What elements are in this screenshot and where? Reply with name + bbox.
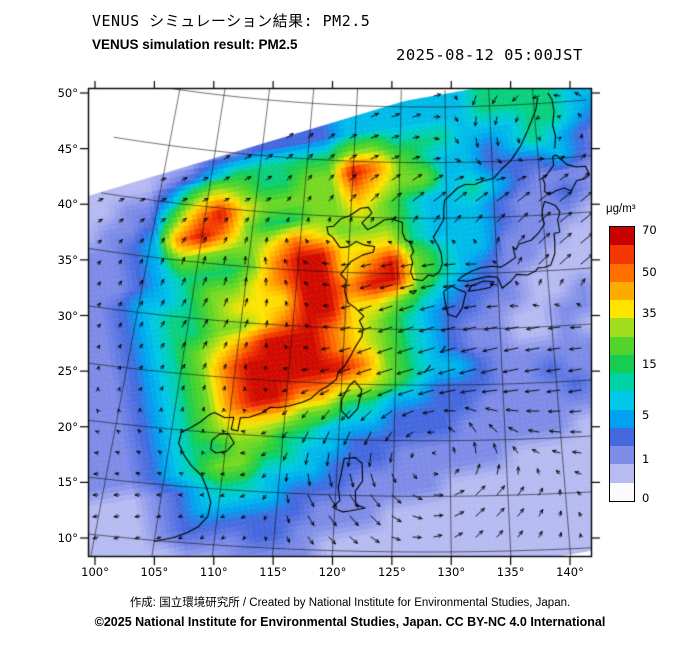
colorbar-segment: [610, 227, 634, 246]
colorbar-segment: [610, 245, 634, 264]
colorbar-segment: [610, 300, 634, 319]
colorbar-segment: [610, 336, 634, 355]
colorbar-unit-label: μg/m³: [606, 203, 636, 215]
lat-tick-label: 30°: [57, 308, 78, 323]
colorbar-tick-label: 5: [642, 408, 650, 423]
lon-tick-label: 135°: [496, 565, 525, 579]
lon-tick-label: 105°: [140, 565, 169, 579]
lon-tick-label: 140°: [556, 565, 584, 579]
colorbar-tick-label: 1: [642, 452, 650, 467]
colorbar-segment: [610, 373, 634, 392]
colorbar-segment: [610, 263, 634, 282]
lat-tick-label: 25°: [57, 364, 78, 379]
lon-tick-label: 110°: [199, 565, 228, 579]
lat-tick-label: 35°: [57, 252, 78, 267]
colorbar-segment: [610, 446, 634, 465]
lat-tick-label: 15°: [57, 475, 78, 490]
colorbar-segment: [610, 427, 634, 447]
colorbar-segment: [610, 281, 634, 301]
colorbar-tick-label: 0: [642, 490, 650, 505]
page-subtitle-english: VENUS simulation result: PM2.5: [92, 37, 298, 52]
timestamp: 2025-08-12 05:00JST: [396, 46, 583, 64]
lon-tick-label: 115°: [259, 565, 287, 579]
lat-tick-label: 20°: [57, 419, 78, 434]
lat-tick-label: 40°: [57, 197, 78, 212]
lat-tick-label: 45°: [57, 141, 78, 156]
colorbar: [609, 226, 635, 502]
colorbar-segment: [610, 409, 634, 428]
lon-tick-label: 125°: [378, 565, 406, 579]
page-title-japanese: VENUS シミュレーション結果: PM2.5: [92, 12, 371, 30]
license-line: ©2025 National Institute for Environment…: [94, 615, 606, 629]
colorbar-segment: [610, 464, 634, 483]
lat-tick-label: 10°: [57, 531, 78, 545]
colorbar-tick-label: 50: [642, 264, 657, 279]
lat-tick-label: 50°: [57, 86, 78, 100]
colorbar-tick-label: 70: [642, 223, 657, 238]
colorbar-segment: [610, 391, 634, 410]
lon-tick-label: 120°: [318, 565, 347, 579]
colorbar-segment: [610, 482, 634, 501]
colorbar-segment: [610, 318, 634, 337]
credit-line: 作成: 国立環境研究所 / Created by National Instit…: [129, 597, 571, 609]
lon-tick-label: 100°: [81, 565, 109, 579]
colorbar-tick-label: 35: [642, 305, 657, 320]
lon-tick-label: 130°: [437, 565, 466, 579]
colorbar-segment: [610, 354, 634, 374]
colorbar-tick-label: 15: [642, 357, 657, 371]
